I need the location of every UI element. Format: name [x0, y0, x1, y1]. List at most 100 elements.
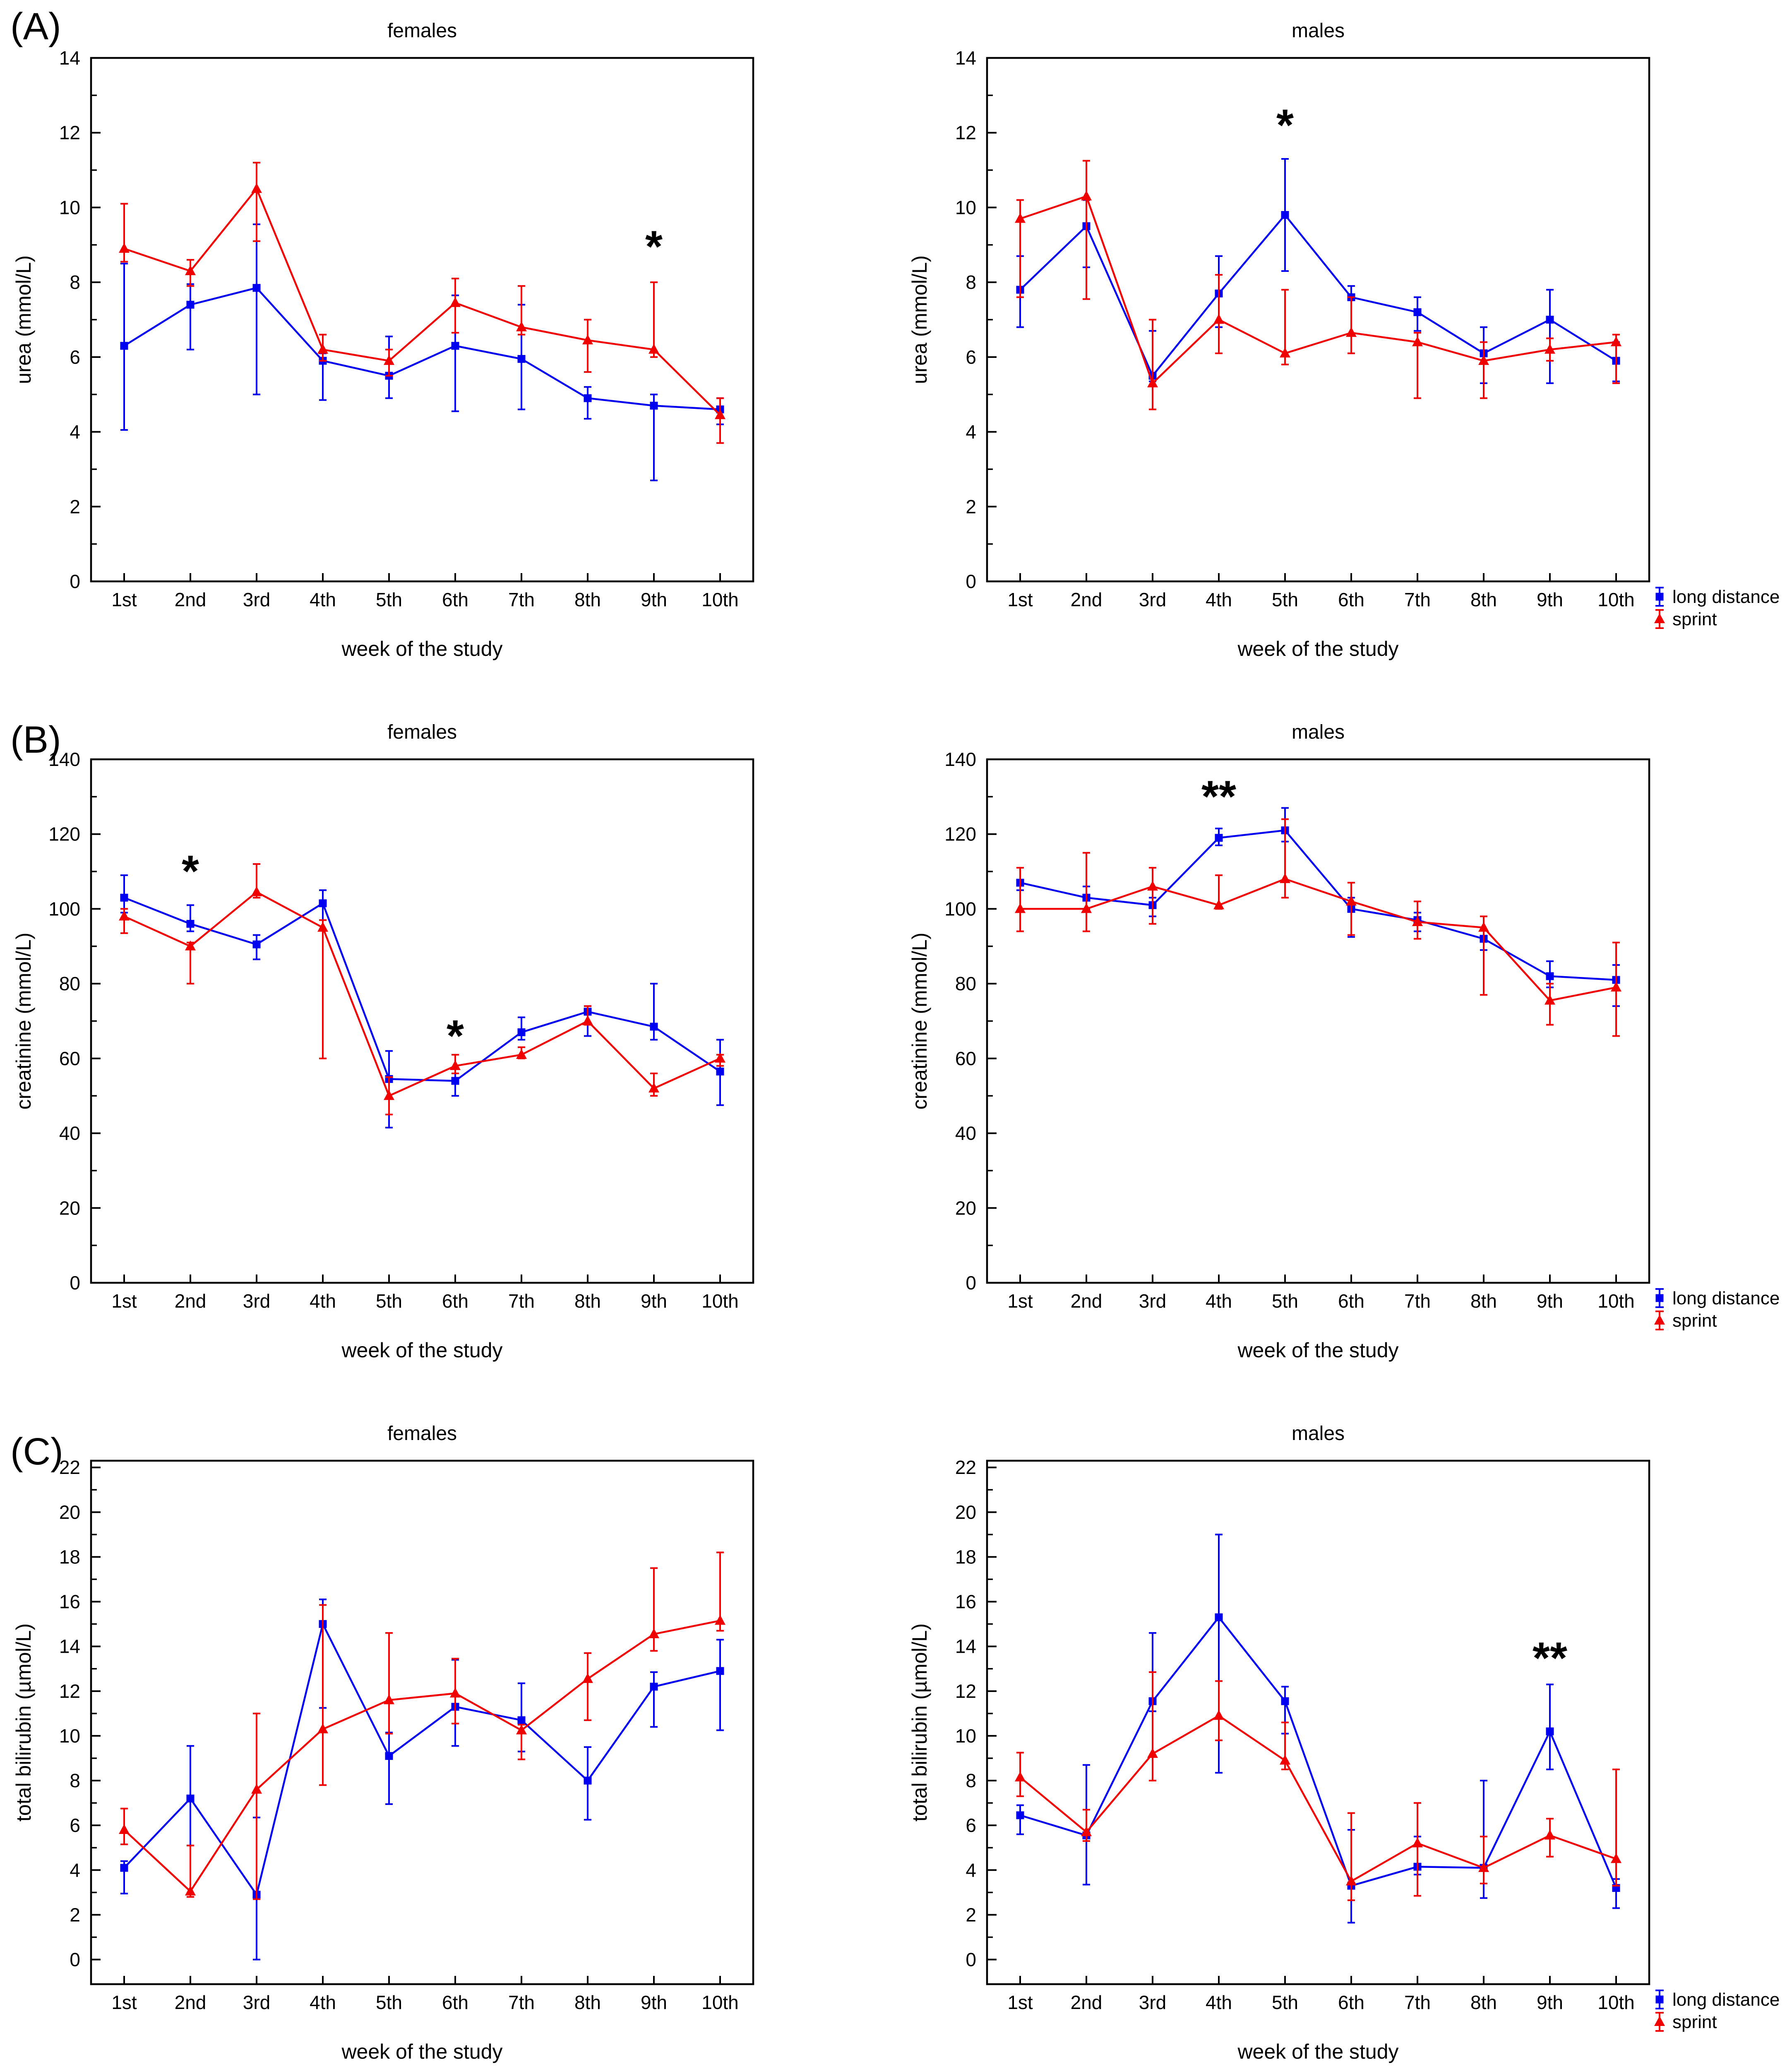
svg-text:0: 0 — [70, 1949, 80, 1971]
svg-text:week of the study: week of the study — [1237, 637, 1398, 660]
svg-text:sprint: sprint — [1672, 609, 1717, 629]
svg-text:40: 40 — [59, 1123, 80, 1144]
svg-text:8: 8 — [70, 271, 80, 293]
svg-text:4: 4 — [70, 1859, 80, 1881]
svg-text:6: 6 — [966, 1815, 976, 1836]
svg-text:8th: 8th — [574, 1992, 601, 2013]
svg-text:100: 100 — [48, 898, 80, 919]
chart-bilirubin-females: 0 2 4 6 8 10 12 14 16 18 20 22 1st 2nd 3rd 4th 5th 6th 7th… — [12, 1423, 754, 2063]
svg-text:20: 20 — [955, 1501, 976, 1523]
svg-text:2: 2 — [70, 1904, 80, 1925]
svg-text:22: 22 — [59, 1457, 80, 1478]
svg-text:urea (mmol/L): urea (mmol/L) — [908, 255, 931, 384]
svg-text:0: 0 — [70, 571, 80, 592]
svg-text:20: 20 — [59, 1501, 80, 1523]
svg-text:10: 10 — [955, 197, 976, 218]
svg-text:2: 2 — [70, 496, 80, 517]
svg-text:week of the study: week of the study — [341, 2040, 502, 2063]
chart-creatinine-females: 0 20 40 60 80 100 120 140 1st 2nd 3rd 4th 5th 6th 7th 8… — [12, 721, 754, 1362]
panel-creatinine-males: 0 20 40 60 80 100 120 140 1st 2nd 3rd 4th 5th 6th 7th 8… — [896, 701, 1792, 1403]
svg-text:urea (mmol/L): urea (mmol/L) — [12, 255, 35, 384]
svg-text:4th: 4th — [310, 1992, 336, 2013]
svg-text:9th: 9th — [1537, 1992, 1563, 2013]
svg-text:8th: 8th — [1470, 1290, 1497, 1312]
svg-text:6th: 6th — [442, 1290, 468, 1312]
svg-text:8th: 8th — [574, 1290, 601, 1312]
panel-creatinine-females: 0 20 40 60 80 100 120 140 1st 2nd 3rd 4th 5th 6th 7th 8… — [0, 701, 896, 1403]
svg-text:6th: 6th — [1338, 1992, 1364, 2013]
svg-text:sprint: sprint — [1672, 2012, 1717, 2032]
svg-text:60: 60 — [59, 1048, 80, 1069]
svg-text:0: 0 — [966, 571, 976, 592]
svg-text:*: * — [1276, 100, 1294, 150]
svg-text:6th: 6th — [1338, 1290, 1364, 1312]
svg-text:2nd: 2nd — [175, 1290, 207, 1312]
svg-text:4th: 4th — [1206, 589, 1232, 610]
svg-text:9th: 9th — [641, 1290, 667, 1312]
svg-text:long distance: long distance — [1672, 1288, 1780, 1308]
svg-text:week of the study: week of the study — [1237, 2040, 1398, 2063]
svg-text:9th: 9th — [1537, 1290, 1563, 1312]
svg-text:18: 18 — [955, 1546, 976, 1567]
svg-text:females: females — [387, 1423, 457, 1445]
svg-text:6: 6 — [70, 346, 80, 368]
panel-urea-females: 0 2 4 6 8 10 12 14 1st 2nd 3rd 4th 5th 6th 7th 8th 9th 10… — [0, 0, 896, 701]
svg-text:1st: 1st — [1007, 1992, 1033, 2013]
svg-text:5th: 5th — [376, 1992, 402, 2013]
svg-text:5th: 5th — [1272, 1290, 1298, 1312]
svg-text:3rd: 3rd — [243, 1992, 270, 2013]
svg-text:14: 14 — [955, 1636, 976, 1657]
svg-text:140: 140 — [48, 749, 80, 770]
svg-text:100: 100 — [944, 898, 976, 919]
svg-text:6th: 6th — [442, 589, 468, 610]
svg-text:8th: 8th — [574, 589, 601, 610]
svg-text:6th: 6th — [442, 1992, 468, 2013]
svg-text:7th: 7th — [508, 589, 535, 610]
svg-text:14: 14 — [955, 47, 976, 69]
svg-text:20: 20 — [955, 1197, 976, 1219]
svg-text:total bilirubin (µmol/L): total bilirubin (µmol/L) — [908, 1623, 931, 1822]
svg-text:22: 22 — [955, 1457, 976, 1478]
svg-text:females: females — [387, 721, 457, 743]
svg-text:8: 8 — [966, 1770, 976, 1791]
svg-text:60: 60 — [955, 1048, 976, 1069]
svg-text:10th: 10th — [701, 589, 739, 610]
svg-text:2: 2 — [966, 496, 976, 517]
svg-text:10th: 10th — [1597, 589, 1635, 610]
svg-text:2nd: 2nd — [175, 1992, 207, 2013]
svg-text:1st: 1st — [111, 589, 137, 610]
panel-label-c: (C) — [10, 1431, 63, 1473]
svg-text:week of the study: week of the study — [341, 1339, 502, 1362]
svg-text:8: 8 — [70, 1770, 80, 1791]
svg-text:10th: 10th — [1597, 1290, 1635, 1312]
svg-text:*: * — [182, 846, 199, 896]
panel-bilirubin-males: 0 2 4 6 8 10 12 14 16 18 20 22 1st 2nd 3rd 4th 5th 6th 7th… — [896, 1403, 1792, 2069]
svg-text:3rd: 3rd — [243, 1290, 270, 1312]
svg-text:4: 4 — [70, 421, 80, 443]
svg-text:long distance: long distance — [1672, 1990, 1780, 2010]
svg-text:14: 14 — [59, 47, 80, 69]
svg-text:2nd: 2nd — [1071, 589, 1103, 610]
svg-text:7th: 7th — [1404, 589, 1431, 610]
svg-text:**: ** — [1201, 771, 1236, 821]
svg-text:*: * — [645, 221, 663, 271]
svg-text:0: 0 — [70, 1272, 80, 1294]
svg-text:18: 18 — [59, 1546, 80, 1567]
svg-text:week of the study: week of the study — [341, 637, 502, 660]
svg-text:12: 12 — [59, 1680, 80, 1702]
svg-text:12: 12 — [955, 122, 976, 144]
svg-text:4th: 4th — [1206, 1992, 1232, 2013]
svg-text:creatinine (mmol/L): creatinine (mmol/L) — [12, 933, 35, 1110]
svg-text:1st: 1st — [111, 1290, 137, 1312]
svg-text:**: ** — [1533, 1633, 1567, 1683]
svg-text:10: 10 — [59, 1725, 80, 1747]
svg-text:80: 80 — [955, 973, 976, 994]
svg-text:8th: 8th — [1470, 589, 1497, 610]
svg-text:5th: 5th — [376, 589, 402, 610]
panel-label-a: (A) — [10, 5, 61, 48]
svg-text:6: 6 — [70, 1815, 80, 1836]
svg-text:2nd: 2nd — [1071, 1290, 1103, 1312]
svg-text:5th: 5th — [1272, 1992, 1298, 2013]
svg-text:5th: 5th — [1272, 589, 1298, 610]
